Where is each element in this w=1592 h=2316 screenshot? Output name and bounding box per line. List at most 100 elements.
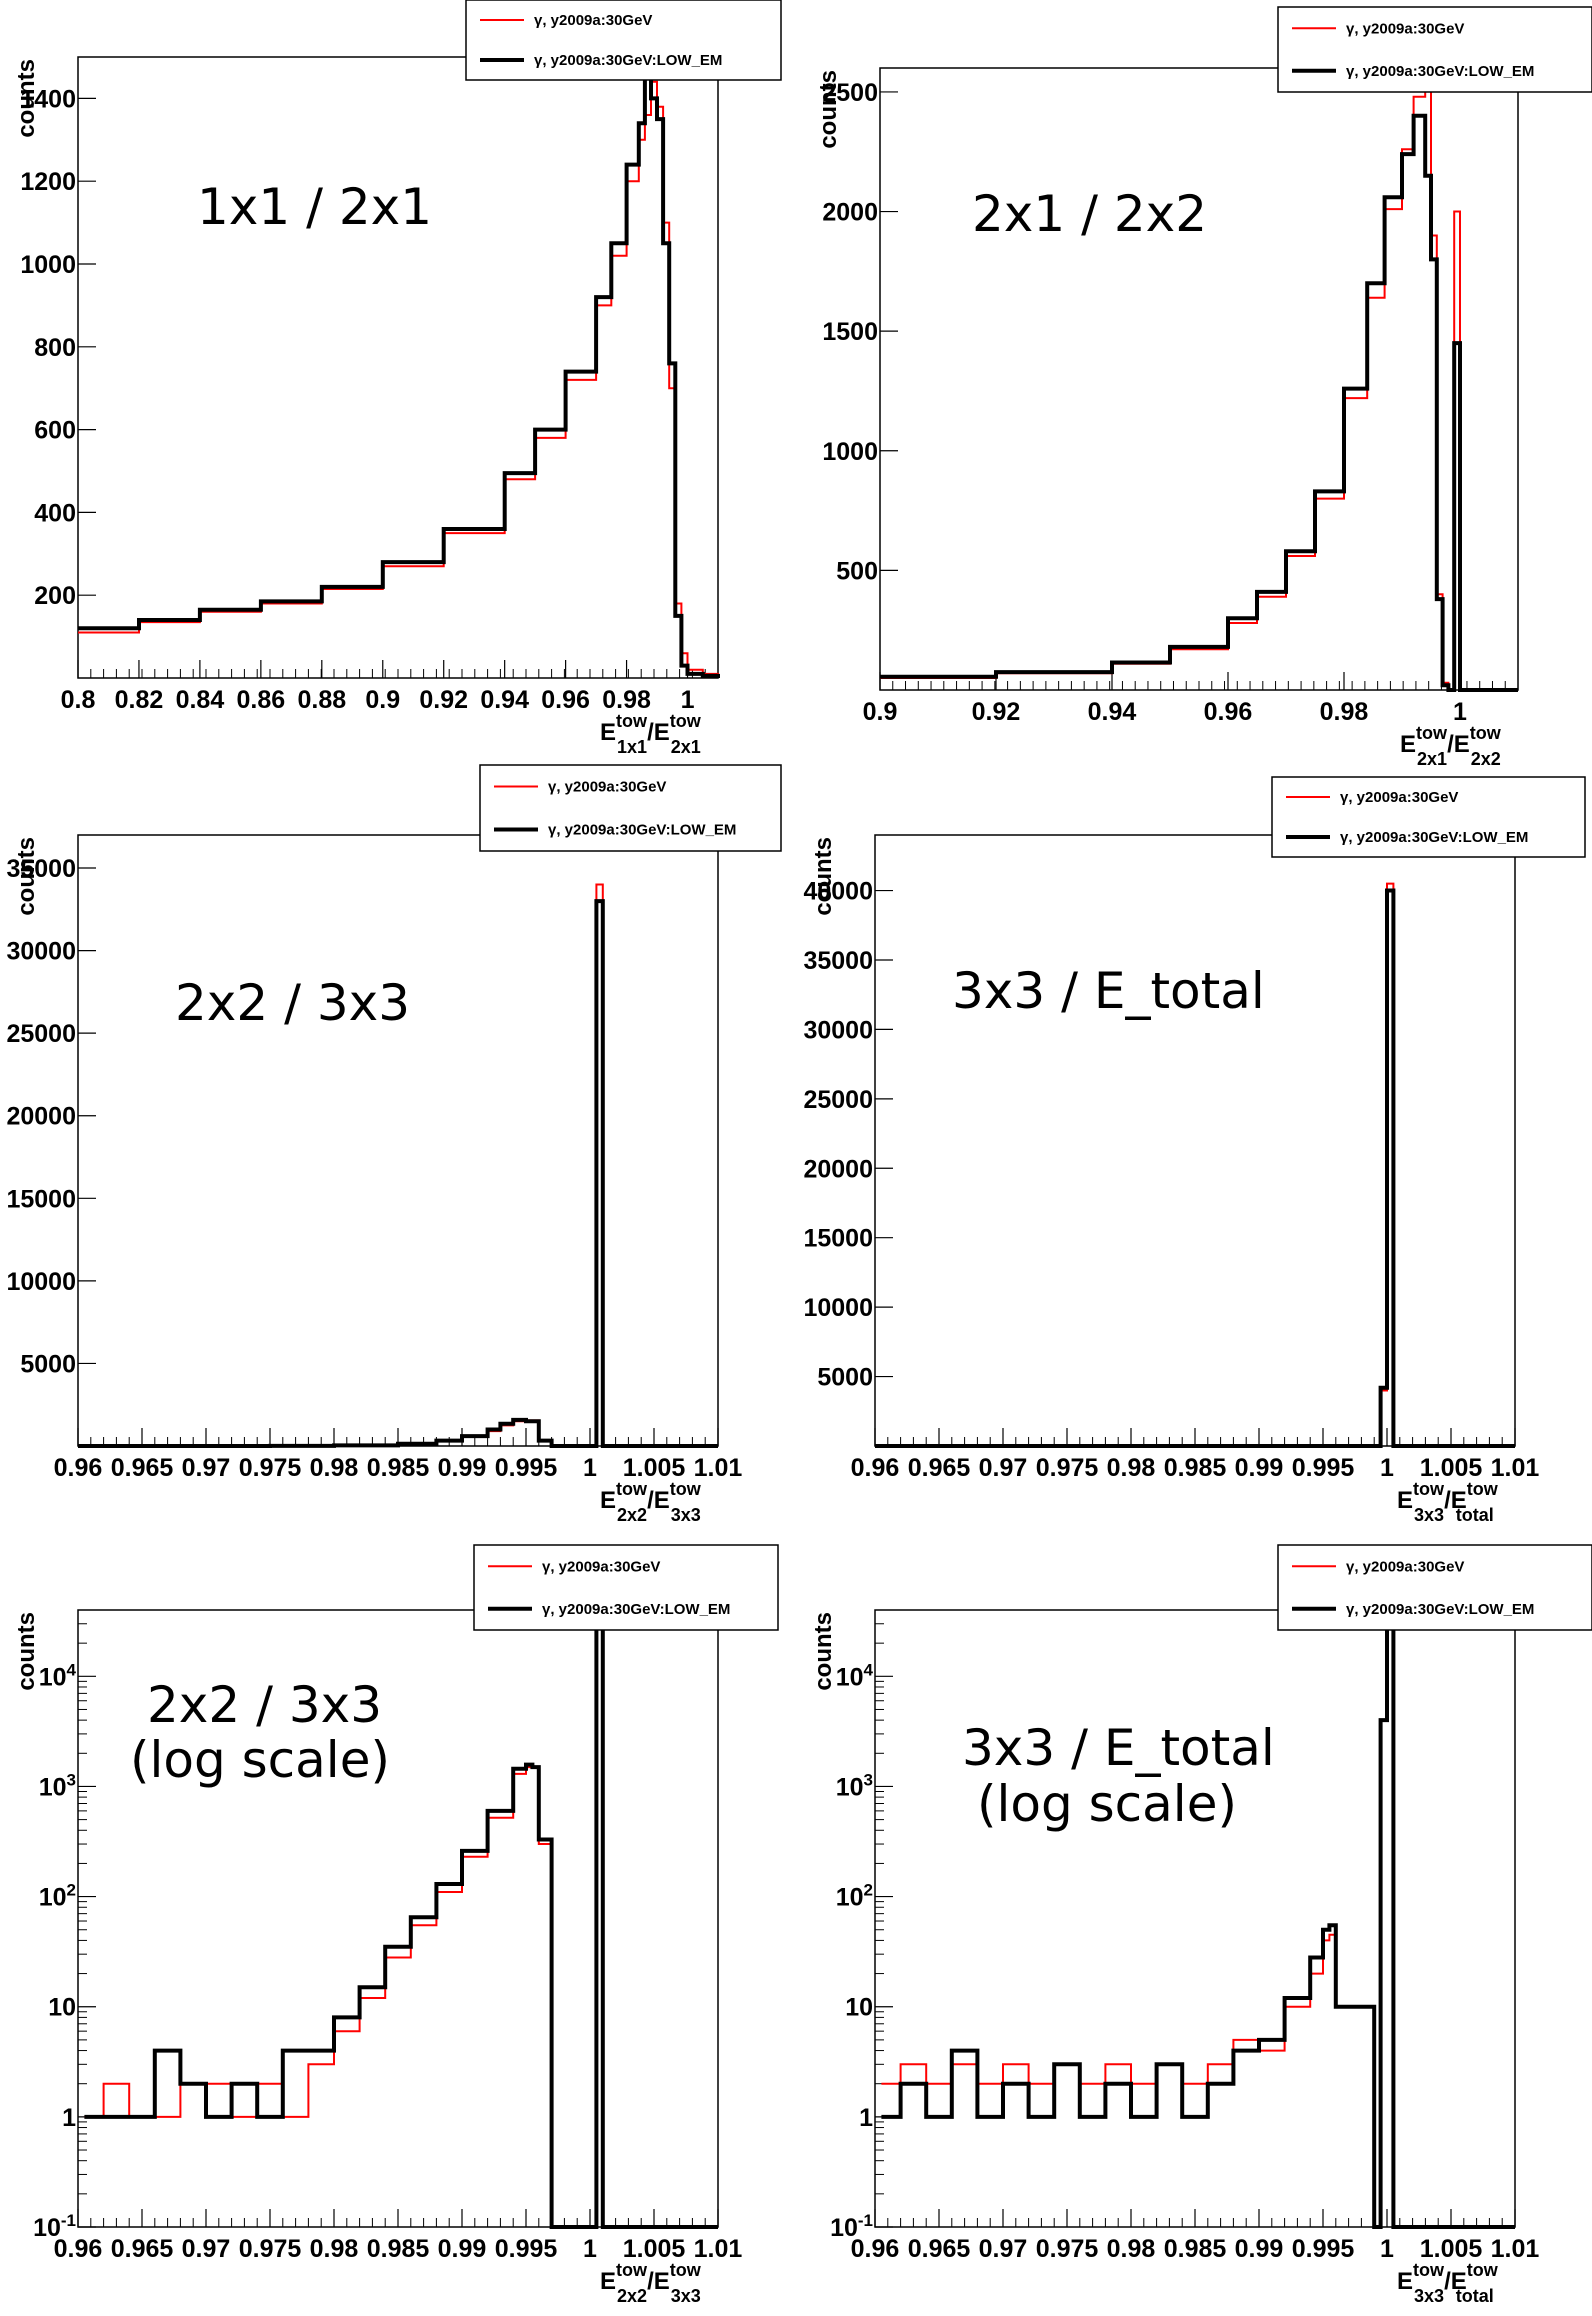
x-tick-label: 0.965 — [111, 2235, 174, 2263]
series-line-black — [78, 75, 720, 678]
x-tick-label: 0.975 — [239, 1454, 302, 1482]
legend: γ, y2009a:30GeV γ, y2009a:30GeV:LOW_EM — [465, 0, 782, 81]
chart-panel-5: 0.96 0.965 0.97 0.975 0.98 0.985 0.99 0.995 1 1.0… — [13, 1544, 779, 2306]
legend-label: γ, y2009a:30GeV — [1340, 789, 1458, 806]
x-tick-label: 0.96 — [851, 2235, 900, 2263]
y-tick-label: 1400 — [20, 85, 76, 113]
series-line-red — [880, 83, 1518, 691]
x-axis-title: Etow 3x3/Etow total — [1397, 1479, 1499, 1525]
series-line-black — [880, 113, 1518, 692]
legend-label: γ, y2009a:30GeV — [1346, 1558, 1464, 1575]
legend-label: γ, y2009a:30GeV:LOW_EM — [542, 1601, 730, 1618]
x-tick-label: 0.86 — [237, 686, 286, 714]
y-tick-label: 15000 — [803, 1225, 873, 1253]
x-tick-label: 0.985 — [1164, 2235, 1227, 2263]
legend-label: γ, y2009a:30GeV:LOW_EM — [1346, 1601, 1534, 1618]
x-tick-label: 0.985 — [367, 1454, 430, 1482]
y-tick-label: 30000 — [6, 938, 76, 966]
y-tick-label: 10 — [48, 1994, 76, 2022]
x-tick-label: 0.96 — [54, 1454, 103, 1482]
legend-box — [465, 0, 782, 81]
x-tick-label: 0.97 — [182, 2235, 231, 2263]
y-tick-label: 1 — [62, 2104, 76, 2132]
x-tick-label: 0.88 — [297, 686, 346, 714]
legend-box — [1277, 1544, 1592, 1631]
x-tick-label: 0.985 — [367, 2235, 430, 2263]
y-tick-label: 15000 — [6, 1185, 76, 1213]
series-line-red — [881, 1622, 1515, 2228]
x-tick-label: 0.99 — [438, 2235, 487, 2263]
x-tick-label: 1 — [1380, 1454, 1394, 1482]
y-axis-title: counts — [815, 70, 842, 149]
y-axis-title: counts — [13, 837, 40, 916]
x-tick-label: 0.9 — [365, 686, 400, 714]
x-tick-label: 0.985 — [1164, 1454, 1227, 1482]
x-tick-label: 0.995 — [1292, 1454, 1355, 1482]
series-line-red — [78, 80, 719, 678]
x-tick-label: 1.005 — [623, 2235, 686, 2263]
chart-panel-3: 0.96 0.965 0.97 0.975 0.98 0.985 0.99 0.995 1 1.0… — [6, 764, 782, 1525]
y-tick-label: 400 — [34, 499, 76, 527]
y-tick-label: 1000 — [20, 251, 76, 279]
x-tick-label: 0.98 — [602, 686, 651, 714]
legend-label: γ, y2009a:30GeV:LOW_EM — [1340, 829, 1528, 846]
x-tick-label: 0.995 — [1292, 2235, 1355, 2263]
x-tick-label: 0.84 — [176, 686, 225, 714]
x-axis-title: Etow 1x1/Etow 2x1 — [600, 711, 702, 757]
y-tick-label: 1500 — [822, 318, 878, 346]
x-tick-label: 0.92 — [419, 686, 468, 714]
x-tick-label: 0.965 — [908, 2235, 971, 2263]
chart-annotation: 2x2 / 3x3 — [147, 1676, 382, 1734]
x-tick-label: 0.96 — [54, 2235, 103, 2263]
x-tick-label: 0.94 — [1088, 698, 1137, 726]
legend-label: γ, y2009a:30GeV — [542, 1558, 660, 1575]
x-tick-label: 1.01 — [1491, 1454, 1540, 1482]
x-tick-label: 0.98 — [1107, 1454, 1156, 1482]
x-tick-label: 1 — [1453, 698, 1467, 726]
chart-annotation: 3x3 / E_total — [952, 962, 1265, 1020]
x-axis-title: Etow 2x1/Etow 2x2 — [1400, 723, 1502, 769]
series-line-black — [84, 1621, 718, 2229]
y-tick-label: 5000 — [817, 1364, 873, 1392]
y-axis-title: counts — [810, 837, 837, 916]
legend-label: γ, y2009a:30GeV — [534, 12, 652, 29]
x-tick-label: 0.965 — [908, 1454, 971, 1482]
y-tick-label: 1200 — [20, 168, 76, 196]
plot-frame — [77, 56, 719, 679]
legend-label: γ, y2009a:30GeV:LOW_EM — [548, 822, 736, 839]
x-tick-label: 0.8 — [61, 686, 96, 714]
x-axis-title: Etow 3x3/Etow total — [1397, 2260, 1499, 2306]
y-tick-label: 200 — [34, 582, 76, 610]
y-tick-label: 35000 — [803, 947, 873, 975]
legend: γ, y2009a:30GeV γ, y2009a:30GeV:LOW_EM — [1277, 1544, 1592, 1631]
x-tick-label: 0.99 — [438, 1454, 487, 1482]
series-line-black — [881, 1621, 1515, 2229]
x-tick-label: 0.82 — [115, 686, 164, 714]
y-tick-label: 10000 — [803, 1294, 873, 1322]
y-tick-label: 104 — [836, 1660, 874, 1691]
legend-label: γ, y2009a:30GeV:LOW_EM — [1346, 63, 1534, 80]
x-tick-label: 1.005 — [1420, 2235, 1483, 2263]
y-tick-label: 2500 — [822, 79, 878, 107]
y-tick-label: 2000 — [822, 199, 878, 227]
legend: γ, y2009a:30GeV γ, y2009a:30GeV:LOW_EM — [479, 764, 782, 852]
y-tick-label: 1 — [859, 2104, 873, 2132]
x-tick-label: 0.975 — [239, 2235, 302, 2263]
chart-panel-4: 0.96 0.965 0.97 0.975 0.98 0.985 0.99 0.995 1 1.0… — [803, 776, 1586, 1525]
x-tick-label: 0.9 — [863, 698, 898, 726]
x-tick-label: 1.01 — [1491, 2235, 1540, 2263]
x-tick-label: 0.98 — [310, 1454, 359, 1482]
chart-annotation: 1x1 / 2x1 — [197, 178, 432, 236]
series-line-black — [78, 899, 718, 1448]
x-tick-label: 0.94 — [480, 686, 529, 714]
y-axis-title: counts — [13, 59, 40, 138]
x-tick-label: 1.01 — [694, 1454, 743, 1482]
legend-box — [1271, 776, 1586, 858]
series-line-red — [78, 883, 718, 1447]
x-tick-label: 0.96 — [1204, 698, 1253, 726]
y-tick-label: 20000 — [803, 1155, 873, 1183]
y-tick-label: 25000 — [803, 1086, 873, 1114]
chart-panel-6: 0.96 0.965 0.97 0.975 0.98 0.985 0.99 0.995 1 1.0… — [810, 1544, 1592, 2306]
y-tick-label: 10 — [845, 1994, 873, 2022]
